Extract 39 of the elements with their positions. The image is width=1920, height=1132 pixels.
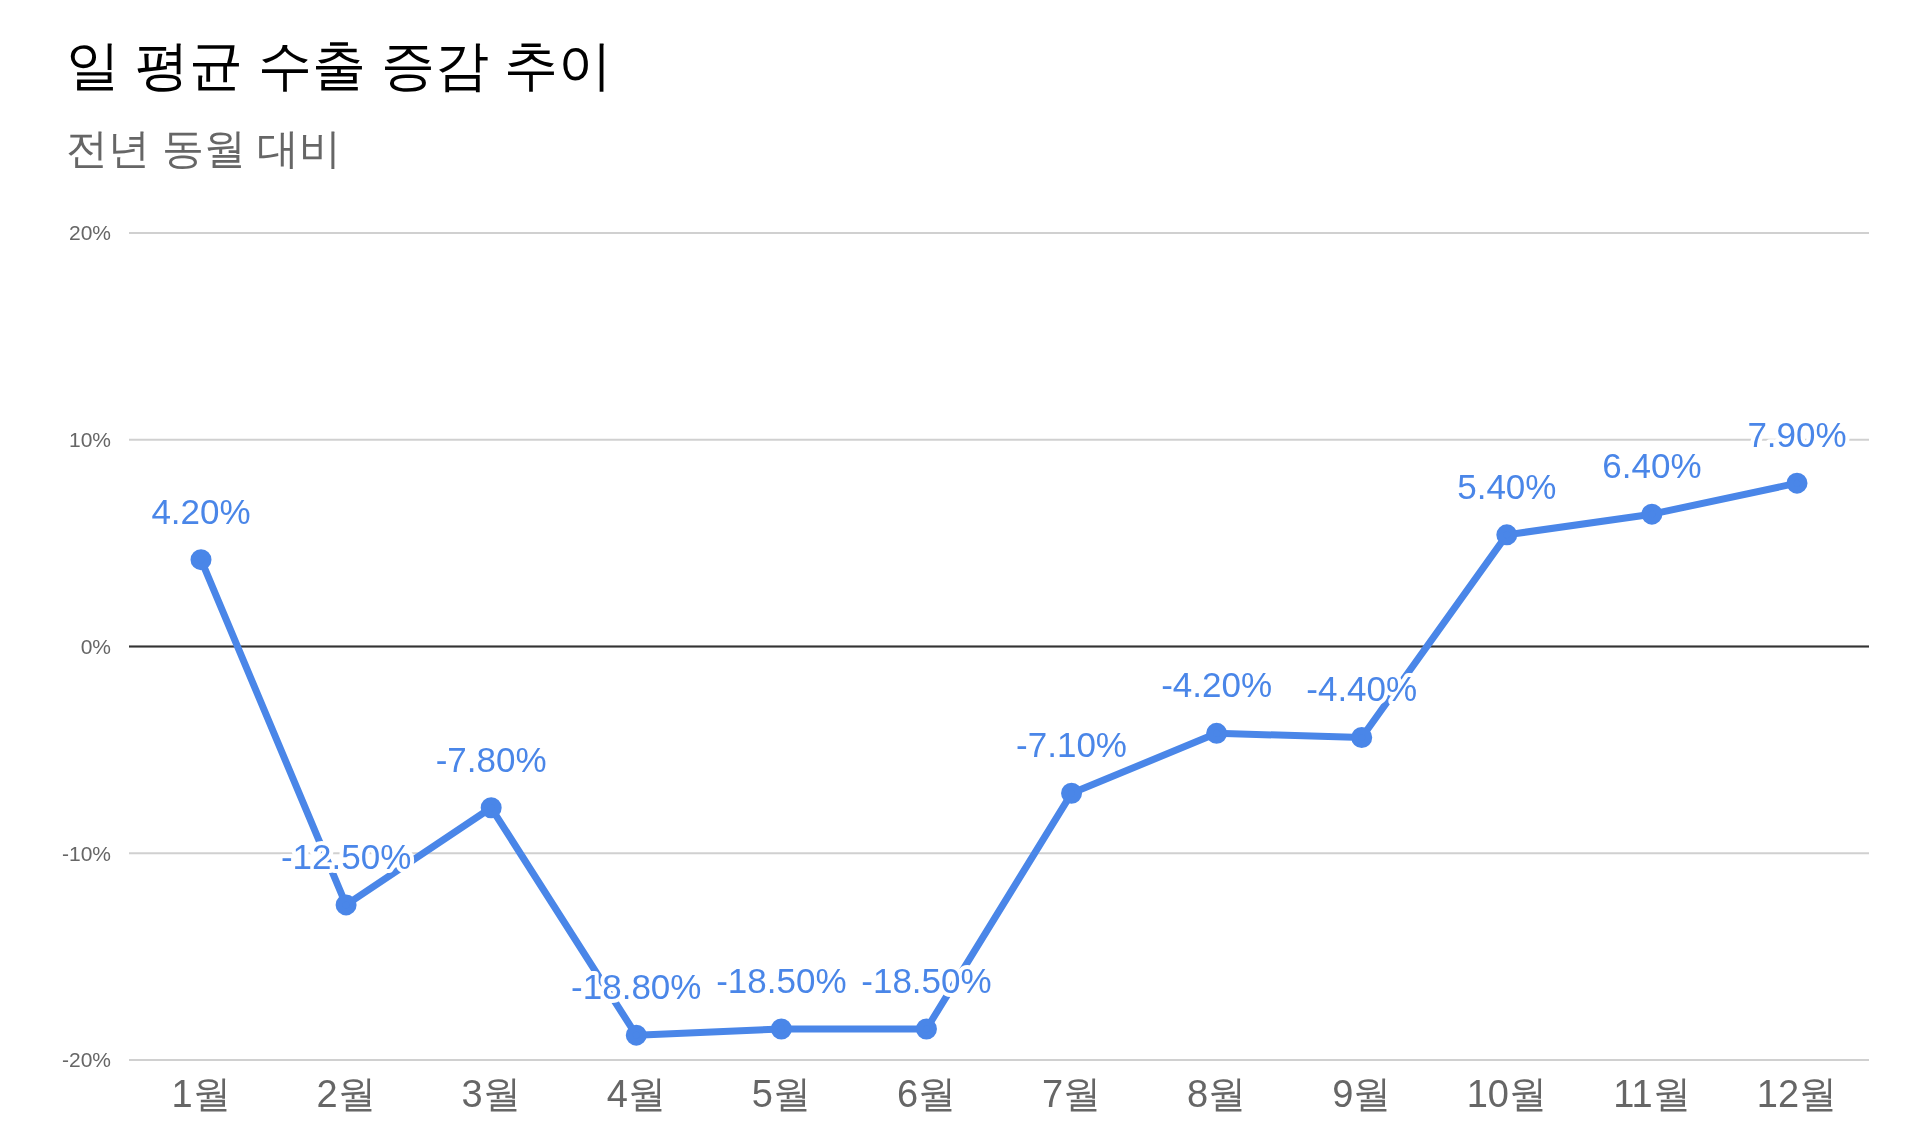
x-tick-label: 2월 [316,1072,376,1115]
x-tick-label: 12월 [1756,1072,1838,1115]
y-tick-label: 0% [80,634,111,658]
x-tick-label: 11월 [1613,1072,1691,1115]
point [915,1018,937,1040]
point [335,894,357,916]
point [1786,472,1808,494]
x-tick-label: 1월 [171,1072,231,1115]
chart-subtitle: 전년 동월 대비 [66,124,343,174]
x-tick-label: 5월 [751,1072,811,1115]
y-tick-label: 10% [68,428,111,452]
data-label: -7.10% [1016,725,1127,765]
x-tick-label: 10월 [1466,1072,1547,1115]
data-label: 4.20% [151,491,251,531]
data-label: -7.80% [435,739,547,779]
point [1496,524,1518,546]
y-tick-label: 20% [68,221,111,245]
point [1641,503,1663,525]
x-tick-label: 3월 [461,1072,521,1115]
x-tick-label: 7월 [1041,1072,1102,1115]
point [770,1018,792,1040]
x-tick-label: 4월 [606,1072,666,1115]
data-label: -18.50% [716,960,847,1000]
x-tick-label: 6월 [896,1072,957,1115]
data-label: 5.40% [1457,466,1557,506]
y-tick-label: -10% [61,841,111,865]
point [625,1024,647,1046]
point [480,797,502,819]
x-tick-label: 8월 [1187,1072,1247,1115]
point [1061,782,1083,804]
point [1351,726,1373,748]
data-label: -4.20% [1161,665,1273,705]
chart-title: 일 평균 수출 증감 추이 [66,34,613,97]
data-label: 6.40% [1602,446,1702,486]
y-tick-label: -20% [61,1048,111,1072]
x-tick-label: 9월 [1332,1072,1392,1115]
point [190,549,212,571]
point [1206,722,1228,744]
data-label: 7.90% [1747,415,1847,455]
